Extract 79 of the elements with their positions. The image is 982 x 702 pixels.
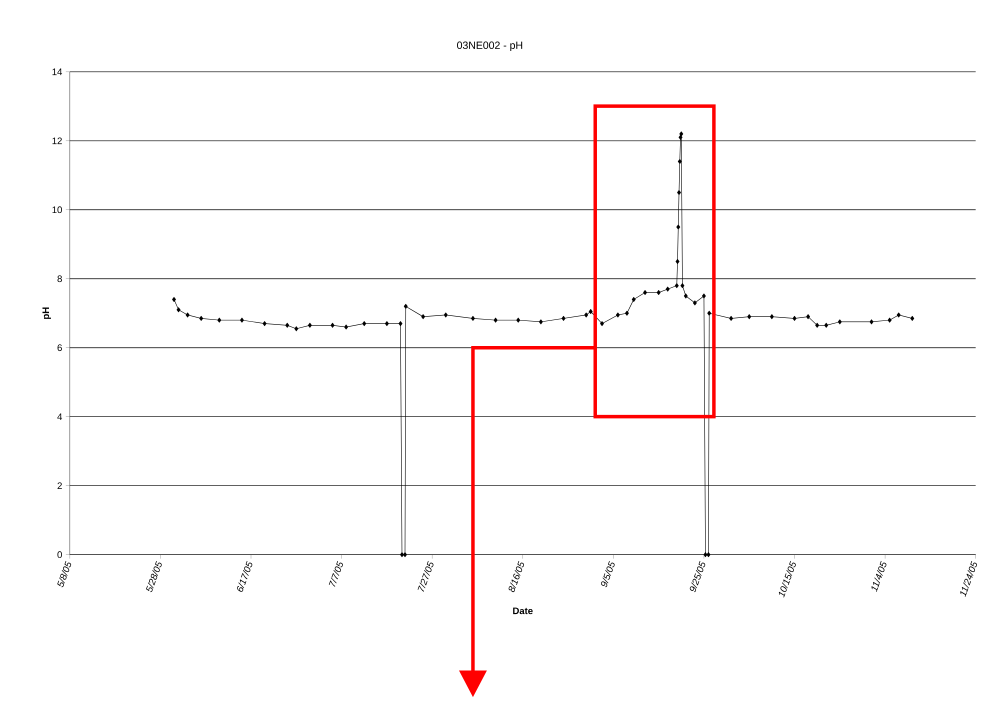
y-tick-label: 4 — [57, 413, 62, 420]
chart-title: 03NE002 - pH — [457, 41, 522, 51]
point — [692, 300, 697, 306]
point — [792, 316, 796, 321]
point — [470, 316, 475, 321]
point — [678, 158, 682, 164]
point — [679, 131, 684, 136]
point — [677, 190, 681, 195]
point — [910, 316, 914, 321]
y-tick-label: 2 — [58, 482, 62, 489]
point — [285, 322, 290, 328]
point — [684, 293, 688, 298]
point — [262, 320, 267, 326]
point — [896, 312, 901, 318]
x-tick-label: 9/5/05 — [601, 560, 615, 588]
point — [729, 316, 734, 321]
y-tick-label: 12 — [52, 137, 62, 144]
point — [240, 317, 244, 322]
x-axis-title: Date — [513, 607, 533, 614]
point — [770, 314, 774, 320]
point — [600, 320, 604, 326]
point — [176, 307, 180, 312]
point — [676, 258, 680, 264]
point — [398, 320, 402, 326]
y-tick-label: 14 — [52, 68, 62, 75]
point — [444, 312, 448, 318]
point — [186, 312, 190, 318]
x-tick-label: 11/4/05 — [871, 560, 886, 592]
x-tick-label: 8/16/05 — [508, 560, 524, 592]
point — [330, 322, 334, 328]
point — [707, 310, 712, 316]
x-tick-label: 6/17/05 — [237, 560, 252, 592]
point — [815, 322, 820, 328]
point — [199, 316, 204, 321]
point — [362, 320, 366, 326]
point — [666, 286, 670, 292]
y-tick-label: 6 — [58, 344, 62, 351]
point — [870, 319, 874, 324]
point — [400, 552, 404, 557]
point — [676, 224, 680, 230]
point — [538, 319, 543, 324]
point — [516, 317, 520, 322]
point — [838, 319, 842, 324]
point — [384, 320, 389, 326]
y-tick-label: 0 — [57, 551, 62, 558]
point — [308, 322, 312, 328]
point — [494, 317, 498, 322]
point — [294, 326, 298, 332]
point — [624, 310, 629, 316]
point — [656, 290, 661, 295]
point — [588, 308, 593, 314]
point — [702, 293, 706, 298]
point — [404, 304, 408, 309]
point — [806, 314, 810, 320]
x-tick-label: 5/8/05 — [57, 560, 72, 588]
point — [344, 324, 348, 330]
point — [172, 296, 176, 302]
point — [703, 552, 708, 557]
x-tick-label: 5/28/05 — [146, 560, 162, 592]
point — [674, 282, 679, 288]
point — [217, 317, 222, 322]
point — [680, 282, 684, 288]
point — [888, 317, 892, 322]
point — [706, 552, 710, 557]
point — [747, 314, 752, 320]
x-tick-label: 7/7/05 — [328, 560, 343, 587]
x-tick-label: 7/27/05 — [418, 560, 434, 592]
point — [643, 290, 647, 295]
point — [584, 312, 588, 318]
y-axis-title: pH — [42, 307, 51, 319]
point — [824, 322, 828, 328]
y-tick-label: 8 — [57, 275, 62, 282]
y-tick-label: 10 — [52, 206, 62, 213]
point — [421, 314, 426, 320]
point — [632, 296, 636, 302]
point — [403, 552, 407, 557]
point — [616, 312, 620, 318]
x-tick-label: 9/25/05 — [690, 560, 706, 592]
point — [562, 316, 566, 321]
